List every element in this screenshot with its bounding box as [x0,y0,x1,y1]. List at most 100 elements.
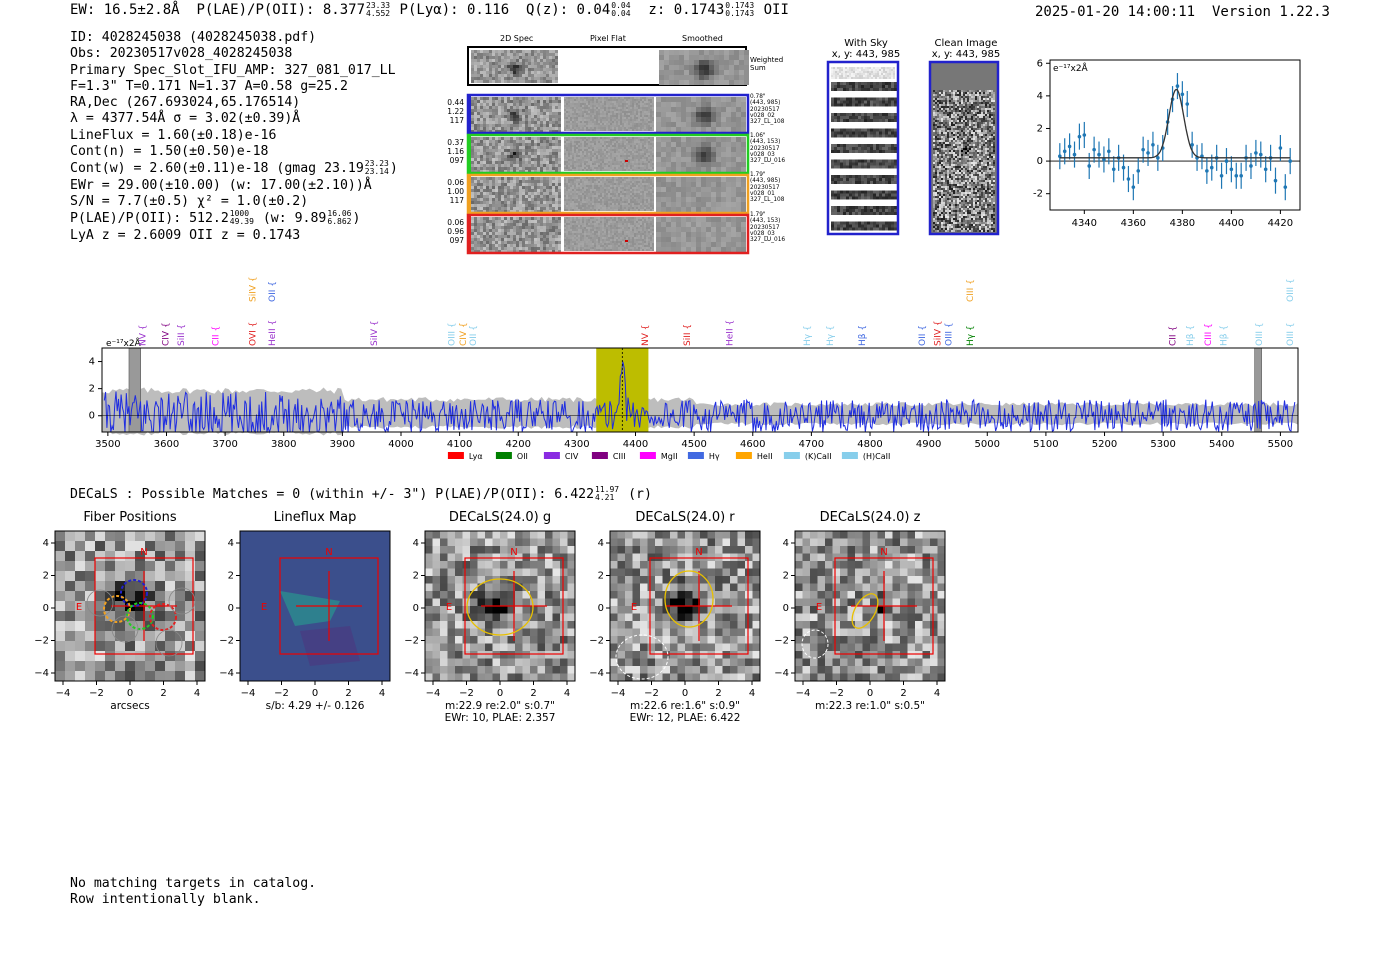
spectrum-frame [101,347,1299,433]
decals-ytick-label: 0 [598,603,604,614]
fit-point [1273,178,1278,183]
timestamp: 2025-01-20 14:00:11 [1034,4,1196,20]
spectrum-line-marker: SiIV { [370,320,380,346]
decals-image-0: N E −4 −4 −2 −2 0 0 2 2 4 4 arcsecs [34,530,206,712]
info-radec: RA,Dec (267.693024,65.176514) [70,95,301,111]
spectrum-xtick-label: 4600 [740,439,765,450]
aperture-box [834,557,934,655]
decals-xtick-label: −4 [56,688,71,699]
spectrum-error-band [102,387,1298,436]
fit-ytick-label: -2 [1033,189,1043,200]
decals-xtick-label: −2 [89,688,104,699]
info-ewr: EWr = 29.00(±10.00) (w: 17.00(±2.10))Å [70,177,372,193]
fit-point [1121,165,1126,170]
spectrum-xtick-label: 4500 [681,439,706,450]
aperture-box [649,557,749,655]
decals-panel-0: Fiber Positions [45,510,215,525]
fiber-row-1-left: 0.37 1.16 097 [447,138,464,165]
detection-info: ID: 4028245038 (4028245038.pdf) Obs: 202… [70,30,398,244]
fit-point [1234,173,1239,178]
fit-point [1205,169,1209,173]
fiber-row-2 [466,173,750,215]
decals-ytick-label: 2 [413,571,419,582]
spectrum-xtick-label: 4100 [447,439,472,450]
spectrum-line-marker: OII { [918,325,928,346]
fit-point [1239,173,1243,178]
spectrum-xtick-label: 4000 [388,439,413,450]
sky-images [826,60,1000,236]
decals-xtick-label: 0 [127,688,133,699]
clean-image-title: Clean Image [934,38,998,49]
spectrum-line-marker: Hγ { [966,325,976,346]
spectrum-line-marker: SiIV { [248,276,258,302]
decals-xtick-label: 4 [749,688,755,699]
info-contn: Cont(n) = 1.50(±0.50)e-18 [70,144,269,160]
fit-point [1111,167,1116,172]
decals-panel-title: DECaLS(24.0) z [819,510,921,525]
with-sky-coords: x, y: 443, 985 [831,49,901,60]
footer-line-2: Row intentionally blank. [70,891,261,907]
fiber-row-0-right: 0.78" (443, 985) 20230517 v028_02 327_LL_108 [750,94,785,126]
decals-xtick-label: −2 [459,688,474,699]
decals-ytick-label: 2 [228,571,234,582]
qz-bounds: 0.04 0.04 [611,1,631,18]
spectrum-legend-entry: (K)CaII [783,452,832,461]
fit-point [1254,151,1258,155]
line-fit-chart: 4340 4360 4380 4400 4420 -2 0 2 4 6 e⁻¹⁷x2Å [1033,58,1301,229]
decals-ytick-label: −2 [404,636,419,647]
spectrum-xtick-label: 4800 [857,439,882,450]
info-lya: LyA z = 2.6009 OII z = 0.1743 [70,227,301,243]
spectrum-line-marker: SiII { [683,324,693,346]
spectrum-xtick-label: 3500 [95,439,120,450]
spectrum-line-marker: CIV { [161,322,171,346]
spectrum-line-marker: OII { [268,281,278,302]
decals-image-3: N E −4 −4 −2 −2 0 0 2 2 4 4 m:22.6 re:1.6" s:0.9"EWr… [589,530,761,724]
fiber-images [466,46,750,255]
decals-sub1: m:22.3 re:1.0" s:0.5" [815,700,925,712]
fit-point [1156,156,1160,160]
z-bounds: 0.1743 0.1743 [725,1,755,18]
fiber-circle [155,629,183,657]
fit-point [1072,152,1077,157]
spectrum-legend-entry: Lyα [447,452,483,461]
fiber-row-0-left: 0.44 1.22 117 [447,98,464,125]
north-label: N [510,547,517,558]
fiber-row-1-right: 1.06" (443, 153) 20230517 v028_03 327_LU_016 [750,133,786,165]
decals-xtick-label: 2 [530,688,536,699]
fit-point [1288,159,1292,163]
fit-point [1258,152,1263,157]
decals-summary: DECaLS : Possible Matches = 0 (within +/… [70,485,652,503]
spectrum-line-marker: OVI { [248,322,258,346]
spectrum-xtick-label: 4400 [623,439,648,450]
z-label: z: 0.1743 [648,2,725,18]
fit-xtick-label: 4360 [1121,218,1146,229]
decals-xtick-label: 4 [564,688,570,699]
info-lineflux: LineFlux = 1.60(±0.18)e-16 [70,127,277,143]
fit-point [1175,84,1180,88]
decals-xtick-label: 4 [934,688,940,699]
fit-point [1092,147,1096,152]
decals-ytick-label: 4 [228,538,234,549]
decals-panels: Fiber Positions N E −4 −4 −2 −2 0 0 2 2 4 4 arcsecs Li… [34,510,980,730]
fiber-row-1 [466,133,750,175]
fit-ytick-label: 2 [1037,123,1043,134]
decals-ytick-label: 0 [413,603,419,614]
fit-point [1087,164,1092,168]
decals-ytick-label: −4 [219,668,234,679]
spectrum-xtick-label: 5200 [1092,439,1117,450]
decals-ytick-label: 4 [783,538,789,549]
east-label: E [76,602,82,613]
fiber-circle [168,587,196,615]
fit-point [1102,157,1106,162]
source-ellipse [664,570,714,628]
spectrum-line-marker: OIII { [944,322,954,346]
decals-ytick-label: 2 [598,571,604,582]
spectrum-legend-entry: MgII [639,452,678,461]
decals-sub1: s/b: 4.29 +/- 0.126 [266,700,365,712]
fit-point [1190,142,1194,147]
spectrum-xtick-label: 4700 [799,439,824,450]
spectrum-legend-entry: CIV [543,452,579,461]
z-line: OII [763,2,789,18]
version: Version 1.22.3 [1211,4,1330,20]
qz-label: Q(z): 0.04 [525,2,611,18]
